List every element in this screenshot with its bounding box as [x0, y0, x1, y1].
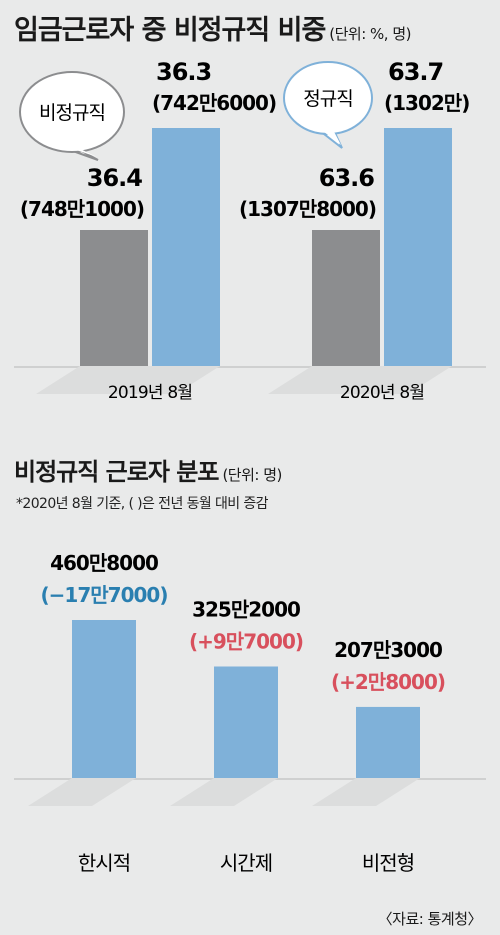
chart2-value-label: 207만3000 — [334, 638, 442, 662]
chart1-count-label: (748만1000) — [20, 197, 144, 221]
bubble-regular-tail-fill — [318, 127, 341, 145]
chart2-value-label: 460만8000 — [50, 551, 158, 575]
chart2-unit: (단위: 명) — [222, 466, 282, 484]
chart1-value-label: 36.3 — [156, 58, 211, 86]
chart1-value-label: 36.4 — [87, 164, 143, 192]
chart2-value-label: 325만2000 — [192, 597, 300, 621]
chart2-title: 비정규직 근로자 분포 — [14, 458, 219, 486]
chart1-bar-정규직 — [152, 128, 220, 366]
chart1-count-label: (1307만8000) — [239, 197, 376, 221]
chart2-change-label: (+2만8000) — [331, 670, 445, 694]
chart2-change-label: (+9만7000) — [189, 629, 303, 653]
source-label: 〈자료: 통계청〉 — [377, 910, 483, 928]
chart2-bar-shadow — [170, 778, 278, 806]
chart1-title-row: 임금근로자 중 비정규직 비중 (단위: %, 명) — [14, 8, 411, 47]
chart2-title-row: 비정규직 근로자 분포 (단위: 명) — [14, 452, 282, 487]
chart2-bar-비전형 — [356, 706, 420, 778]
chart1-bar-비정규직 — [80, 230, 148, 366]
bubble-irregular — [19, 71, 125, 153]
chart1-bar-정규직 — [384, 128, 452, 366]
chart1-title: 임금근로자 중 비정규직 비중 — [14, 15, 326, 46]
chart2-change-label: (−17만7000) — [41, 583, 168, 607]
chart1-bar-shadow — [36, 366, 220, 394]
bubble-irregular-tail-fill — [60, 144, 97, 157]
chart1-category-label: 2019년 8월 — [108, 383, 192, 403]
chart1-category-label: 2020년 8월 — [340, 383, 424, 403]
chart1-value-label: 63.6 — [319, 164, 375, 192]
chart1-count-label: (742만6000) — [152, 91, 276, 115]
chart1-value-label: 63.7 — [388, 58, 443, 86]
chart2-bar-shadow — [28, 778, 136, 806]
chart1-bar-shadow — [268, 366, 452, 394]
chart2-note: *2020년 8월 기준, ( )은 전년 동월 대비 증감 — [16, 496, 269, 512]
bubble-regular-label: 정규직 — [303, 88, 352, 110]
chart2-bar-시간제 — [214, 666, 278, 778]
chart2-category-label: 비전형 — [362, 851, 414, 875]
chart1-bar-비정규직 — [312, 230, 380, 366]
chart2-bar-한시적 — [72, 620, 136, 778]
chart1-count-label: (1302만) — [384, 91, 469, 115]
chart2-category-label: 한시적 — [78, 851, 130, 875]
chart1-floor — [14, 366, 486, 368]
bubble-irregular-label: 비정규직 — [39, 102, 105, 124]
chart2-category-label: 시간제 — [220, 851, 272, 875]
chart2-bar-shadow — [312, 778, 420, 806]
chart1-unit: (단위: %, 명) — [329, 25, 411, 43]
